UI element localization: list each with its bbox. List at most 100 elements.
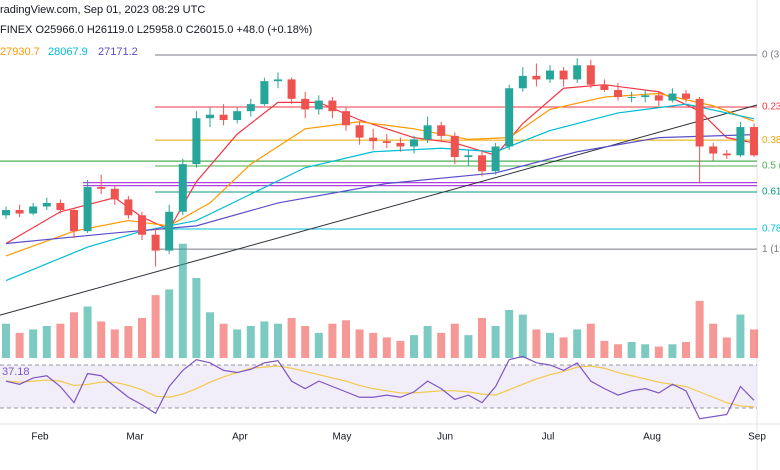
volume-bar [56, 323, 65, 358]
x-tick-label: Sep [748, 432, 766, 443]
candle-body [178, 164, 187, 212]
volume-bar [546, 332, 555, 358]
volume-bar [165, 289, 174, 358]
candle-body [341, 111, 350, 126]
volume-bar [260, 321, 269, 358]
candle-body [600, 84, 609, 90]
volume-bar [750, 329, 759, 358]
candle-body [559, 70, 568, 80]
volume-bar [668, 344, 677, 358]
volume-bar [491, 326, 500, 358]
candle-body [246, 104, 255, 112]
candle-body [97, 187, 106, 189]
candle-body [736, 127, 745, 156]
candle-body [573, 65, 582, 80]
candle-body [233, 111, 242, 120]
rsi-ma-line [5, 365, 755, 408]
volume-bar [505, 310, 514, 358]
candle-body [668, 93, 677, 101]
candle-body [260, 81, 269, 105]
volume-bar [573, 329, 582, 358]
volume-bar [15, 332, 24, 358]
candle-body [301, 98, 310, 110]
candle-body [137, 215, 146, 235]
candle-body [695, 98, 704, 147]
trendline [0, 104, 758, 316]
ma-legend: 27171.2 [98, 46, 138, 58]
candle-body [287, 79, 296, 99]
candle-body [83, 187, 92, 232]
candle-body [192, 118, 201, 165]
x-tick-label: Jul [542, 432, 555, 443]
volume-bar [124, 326, 133, 358]
x-tick-label: Apr [232, 432, 248, 443]
rsi-value: 37.18 [2, 366, 30, 378]
candle-body [151, 234, 160, 251]
candle-body [314, 100, 323, 110]
header-quote: FINEX O25966.0 H26119.0 L25958.0 C26015.… [0, 24, 312, 36]
candle-body [15, 210, 24, 214]
volume-bar [233, 329, 242, 358]
ma-legend: 28067.9 [48, 46, 88, 58]
candle-body [29, 206, 38, 214]
candle-body [423, 125, 432, 140]
volume-bar [586, 323, 595, 358]
volume-bar [614, 344, 623, 358]
volume-bar [42, 326, 51, 358]
candle-body [586, 65, 595, 85]
candle-body [328, 100, 337, 112]
volume-bar [328, 323, 337, 358]
volume-bar [382, 337, 391, 358]
plot: Feb Mar Apr May Jun Jul Aug Sep 0 (31 0.236 0.382 0… [0, 50, 780, 443]
x-tick-label: Mar [126, 432, 144, 443]
volume-bar [559, 337, 568, 358]
volume-bar [464, 335, 473, 358]
candle-body [437, 125, 446, 136]
volume-bar [423, 326, 432, 358]
volume-bar [736, 314, 745, 358]
candle-body [682, 93, 691, 99]
rsi-band [0, 365, 757, 408]
candle-body [355, 125, 364, 138]
x-tick-label: Feb [31, 432, 49, 443]
volume-bar [246, 326, 255, 358]
volume-bar [192, 278, 201, 358]
volume-bar [437, 332, 446, 358]
volume-bar [369, 332, 378, 358]
x-tick-label: May [332, 432, 351, 443]
volume-bar [355, 329, 364, 358]
candle-body [1, 210, 10, 216]
candle-body [165, 211, 174, 251]
candle-body [56, 202, 65, 210]
volume-bar [396, 340, 405, 358]
volume-bar [627, 342, 636, 358]
volume-bar [518, 314, 527, 358]
candle-body [409, 139, 418, 147]
candle-body [518, 75, 527, 89]
candle-body [614, 90, 623, 98]
volume-bar [341, 320, 350, 358]
volume-bar [600, 340, 609, 358]
candle-body [654, 95, 663, 101]
volume-bar [1, 323, 10, 358]
ma-legend: 27930.7 [0, 46, 40, 58]
volume-bar [682, 342, 691, 358]
volume-bar [722, 337, 731, 358]
volume-bar [83, 306, 92, 358]
volume-bar [110, 329, 119, 358]
candle-body [505, 88, 514, 147]
candle-body [450, 135, 459, 158]
volume-bar [654, 346, 663, 358]
volume-bar [151, 295, 160, 358]
fib-label: 0.382 [762, 135, 780, 146]
volume-bar [641, 344, 650, 358]
candle-body [42, 202, 51, 207]
candle-body [110, 188, 119, 200]
volume-bar [205, 312, 214, 358]
x-tick-label: Aug [643, 432, 661, 443]
fib-label: 0.786 [762, 224, 780, 235]
candle-body [722, 153, 731, 156]
volume-bar [287, 318, 296, 358]
volume-bar [97, 321, 106, 358]
